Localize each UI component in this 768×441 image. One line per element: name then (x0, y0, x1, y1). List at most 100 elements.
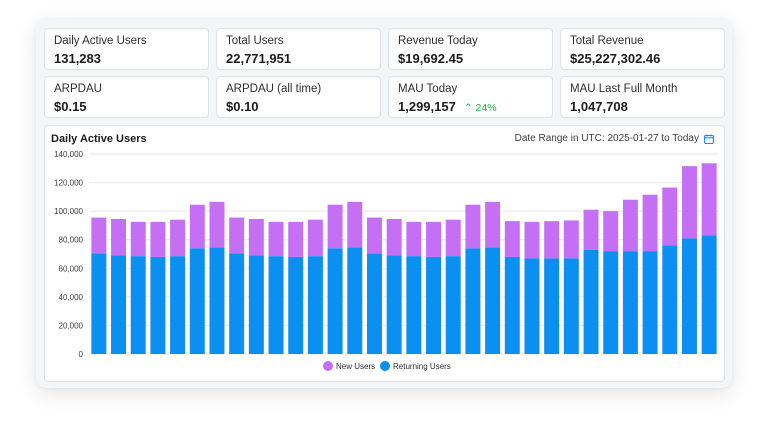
chart-title: Daily Active Users (51, 133, 147, 145)
new-users-bar (130, 221, 146, 257)
kpi-value: 131,283 (54, 51, 101, 66)
returning-users-bar (603, 251, 619, 354)
returning-users-bar (288, 256, 304, 354)
new-users-bar (111, 219, 127, 256)
kpi-value-row: $0.15 (54, 99, 208, 115)
returning-users-bar (681, 238, 697, 354)
returning-users-bar (406, 256, 422, 354)
returning-users-bar (229, 253, 245, 354)
new-users-bar (681, 166, 697, 239)
kpi-value-row: $0.10 (226, 99, 380, 115)
kpi-card-mau-today: MAU Today 1,299,157 ⌃ 24% (388, 76, 553, 118)
kpi-value-row: 1,047,708 (570, 99, 724, 115)
new-users-bar (347, 201, 363, 248)
kpi-value: $0.15 (54, 99, 87, 114)
kpi-label: ARPDAU (all time) (226, 83, 322, 95)
returning-users-bar (347, 247, 363, 354)
new-users-bar (268, 221, 284, 257)
returning-users-bar (150, 256, 166, 354)
kpi-value: $19,692.45 (398, 51, 464, 66)
y-tick-label: 60,000 (59, 264, 84, 273)
returning-users-bar (366, 253, 382, 354)
returning-users-bar (209, 247, 225, 354)
new-users-bar (307, 219, 323, 257)
new-users-bar (524, 221, 540, 259)
calendar-icon[interactable] (704, 133, 714, 144)
kpi-label: Total Users (226, 35, 284, 47)
returning-users-bar (622, 251, 638, 354)
legend-returning-users-label: Returning Users (393, 362, 451, 371)
new-users-bar (701, 163, 717, 236)
returning-users-bar (465, 248, 481, 354)
y-tick-label: 0 (79, 350, 84, 359)
new-users-bar (465, 204, 481, 249)
date-range-label: Date Range in UTC: 2025-01-27 to Today (514, 133, 699, 144)
new-users-bar (642, 194, 658, 252)
y-tick-label: 80,000 (59, 236, 84, 245)
returning-users-bar (662, 245, 678, 354)
kpi-label: Revenue Today (398, 35, 478, 47)
returning-users-bar (426, 256, 442, 354)
kpi-card-total-revenue: Total Revenue $25,227,302.46 (560, 28, 725, 70)
new-users-bar (150, 221, 166, 257)
y-tick-label: 100,000 (54, 207, 83, 216)
new-users-bar (327, 204, 343, 249)
legend-new-users-label: New Users (336, 362, 375, 371)
kpi-change-badge: ⌃ 24% (463, 102, 497, 114)
new-users-bar (662, 187, 678, 246)
daily-active-users-chart-card: Daily Active Users Date Range in UTC: 20… (44, 125, 725, 382)
kpi-card-arpdau-all-time: ARPDAU (all time) $0.10 (216, 76, 381, 118)
returning-users-bar (307, 256, 323, 354)
dau-bar-chart: 0 20,000 40,000 60,000 80,000 100,000 120,000 1… (54, 150, 719, 371)
new-users-bar (209, 201, 225, 248)
new-users-bar (229, 217, 245, 254)
kpi-value: 1,047,708 (570, 99, 628, 114)
kpi-value: $25,227,302.46 (570, 51, 661, 66)
kpi-label: MAU Last Full Month (570, 83, 678, 95)
y-tick-label: 120,000 (54, 179, 83, 188)
date-range-selector[interactable]: Date Range in UTC: 2025-01-27 to Today (515, 133, 714, 144)
returning-users-bar (111, 255, 127, 354)
returning-users-bar (386, 255, 402, 354)
returning-users-bar (642, 251, 658, 354)
new-users-bar (504, 221, 520, 257)
returning-users-bar (248, 255, 264, 354)
returning-users-bar (91, 253, 107, 354)
y-tick-label: 20,000 (59, 321, 84, 330)
returning-users-bar (583, 249, 599, 354)
kpi-value: 22,771,951 (226, 51, 292, 66)
kpi-label: MAU Today (398, 83, 458, 95)
new-users-bar (603, 211, 619, 252)
kpi-card-arpdau: ARPDAU $0.15 (44, 76, 209, 118)
legend-new-users-swatch (323, 361, 333, 371)
new-users-bar (426, 221, 442, 257)
returning-users-bar (701, 235, 717, 354)
new-users-bar (544, 221, 560, 259)
returning-users-bar (504, 256, 520, 354)
kpi-card-total-users: Total Users 22,771,951 (216, 28, 381, 70)
returning-users-bar (485, 247, 501, 354)
new-users-bar (386, 219, 402, 256)
kpi-value-row: 1,299,157 ⌃ 24% (398, 99, 552, 116)
legend-returning-users-swatch (380, 361, 390, 371)
returning-users-bar (268, 256, 284, 354)
returning-users-bar (445, 256, 461, 354)
kpi-card-revenue-today: Revenue Today $19,692.45 (388, 28, 553, 70)
new-users-bar (622, 199, 638, 252)
returning-users-bar (563, 258, 579, 354)
new-users-bar (170, 219, 186, 257)
kpi-value-row: $25,227,302.46 (570, 51, 724, 67)
new-users-bar (583, 209, 599, 250)
new-users-bar (563, 220, 579, 259)
returning-users-bar (170, 256, 186, 354)
kpi-card-mau-last-full-month: MAU Last Full Month 1,047,708 (560, 76, 725, 118)
y-tick-label: 140,000 (54, 150, 83, 159)
new-users-bar (288, 221, 304, 257)
new-users-bar (189, 204, 205, 249)
returning-users-bar (130, 256, 146, 354)
new-users-bar (445, 219, 461, 257)
kpi-value-row: $19,692.45 (398, 51, 552, 67)
new-users-bar (248, 219, 264, 256)
kpi-label: Total Revenue (570, 35, 644, 47)
new-users-bar (406, 221, 422, 257)
